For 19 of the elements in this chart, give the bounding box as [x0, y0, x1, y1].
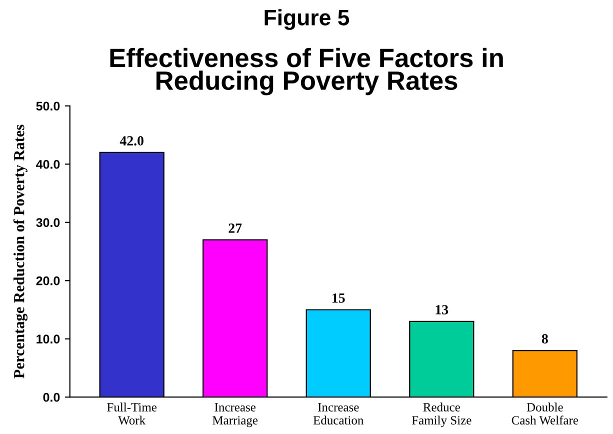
y-tick-label: 40.0 — [36, 160, 60, 169]
data-label: 27 — [228, 224, 242, 233]
y-tick-label: 20.0 — [36, 276, 60, 286]
data-label: 42.0 — [120, 136, 144, 146]
x-tick-label: Full-Time Work — [107, 402, 157, 425]
y-tick-label: 10.0 — [36, 334, 60, 344]
x-tick-label: Reduce Family Size — [412, 402, 472, 428]
y-tick-label: 50.0 — [36, 102, 60, 111]
x-tick-label: Double Cash Welfare — [512, 402, 578, 425]
y-axis-title: Percentage Reduction of Poverty Rates — [13, 124, 28, 378]
data-label: 13 — [436, 305, 448, 314]
y-tick-label: 0.0 — [43, 392, 60, 402]
data-label: 8 — [542, 334, 548, 344]
x-tick-label: Increase Education — [313, 403, 364, 425]
y-tick-label: 30.0 — [36, 218, 60, 228]
data-label: 15 — [332, 293, 345, 303]
chart-subtitle: Effectiveness of Five Factors in Reducing Poverty Rates — [110, 48, 503, 96]
chart-title: Figure 5 — [264, 9, 350, 30]
x-tick-label: Increase Marriage — [212, 403, 258, 428]
